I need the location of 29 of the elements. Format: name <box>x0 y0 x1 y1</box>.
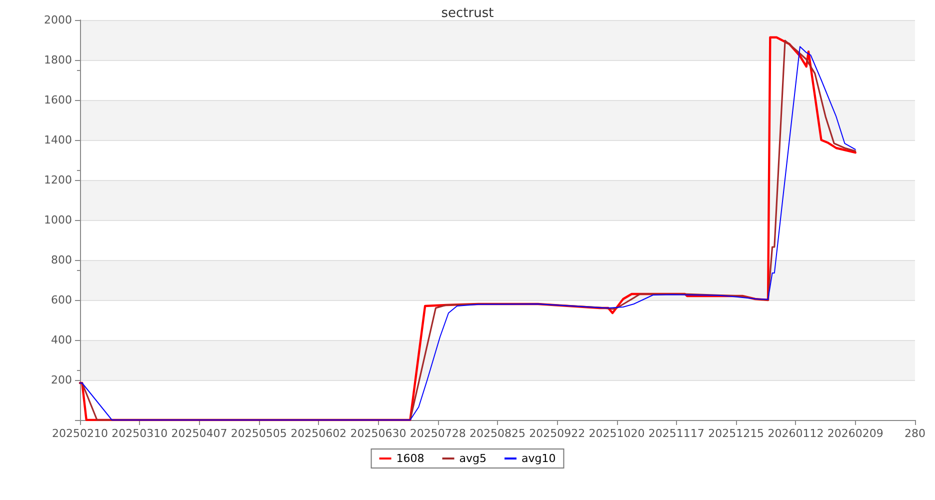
y-tick-label: 1800 <box>44 54 72 66</box>
y-tick-label: 400 <box>51 334 72 346</box>
chart-title: sectrust <box>441 6 494 21</box>
y-tick-label: 1400 <box>44 134 72 146</box>
y-tick-label: 2000 <box>44 14 72 26</box>
legend-label: 1608 <box>396 452 424 465</box>
y-tick-label: 1000 <box>44 214 72 226</box>
x-tick-label: 20250922 <box>529 427 586 440</box>
y-tick-label: 200 <box>51 374 72 386</box>
x-tick-label: 20260209 <box>827 427 884 440</box>
x-tick-label: 20250407 <box>171 427 228 440</box>
x-tick-label: 20250630 <box>350 427 406 440</box>
x-tick-label: 20251215 <box>708 427 764 440</box>
x-tick-label: 280 <box>904 427 926 440</box>
x-tick-label: 20250825 <box>470 427 526 440</box>
x-tick-label: 20251020 <box>588 427 645 440</box>
x-tick-label: 20250505 <box>230 427 287 440</box>
x-tick-label: 20250210 <box>52 427 108 440</box>
x-tick-label: 20250310 <box>112 427 168 440</box>
y-tick-label: 1600 <box>44 94 72 106</box>
x-tick-label: 20251117 <box>648 427 704 440</box>
y-tick-label: 1200 <box>44 174 72 186</box>
y-tick-label: 800 <box>51 254 72 266</box>
x-tick-label: 20250602 <box>290 427 347 440</box>
legend-label: avg10 <box>522 452 556 465</box>
legend-label: avg5 <box>459 452 486 465</box>
y-tick-label: 600 <box>51 294 72 306</box>
x-tick-label: 20260112 <box>768 427 824 440</box>
x-tick-label: 20250728 <box>410 427 466 440</box>
